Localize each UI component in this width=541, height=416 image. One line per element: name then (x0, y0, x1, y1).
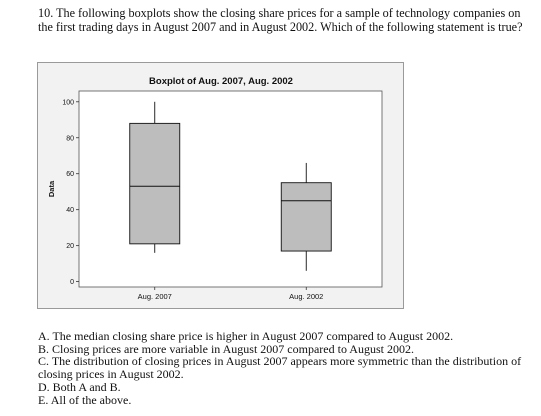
boxplot-chart: Boxplot of Aug. 2007, Aug. 2002 Data 0 20… (37, 62, 404, 309)
option-e[interactable]: E. All of the above. (38, 392, 533, 407)
option-e-text: All of the above. (50, 392, 132, 407)
option-d-text: Both A and B. (52, 379, 121, 394)
option-b-label: B. (38, 341, 50, 356)
option-a-label: A. (38, 329, 50, 343)
box-1 (280, 162, 332, 271)
x-category-label: Aug. 2002 (289, 292, 323, 301)
y-tick-label: 20 (66, 243, 74, 250)
iqr-box (280, 182, 332, 252)
boxplot-svg: Boxplot of Aug. 2007, Aug. 2002 Data 0 20… (47, 76, 383, 301)
box-0 (129, 101, 181, 253)
iqr-box (129, 122, 181, 245)
x-axis: Aug. 2007 Aug. 2002 (138, 287, 323, 301)
boxes (129, 101, 332, 271)
y-tick-label: 80 (66, 135, 74, 142)
answer-options: A. The median closing share price is hig… (38, 330, 533, 406)
option-c[interactable]: C. The distribution of closing prices in… (38, 355, 533, 380)
chart-title: Boxplot of Aug. 2007, Aug. 2002 (149, 76, 293, 87)
x-category-label: Aug. 2007 (138, 292, 172, 301)
option-d[interactable]: D. Both A and B. (38, 379, 533, 394)
plot-area (78, 90, 383, 288)
question-body: The following boxplots show the closing … (38, 6, 523, 34)
option-d-label: D. (38, 379, 50, 394)
option-e-label: E. (38, 392, 49, 407)
y-tick-label: 60 (66, 171, 74, 178)
y-axis: 0 20 40 60 80 100 (62, 99, 79, 286)
option-b-text: Closing prices are more variable in Augu… (52, 341, 414, 356)
option-c-text: The distribution of closing prices in Au… (38, 354, 522, 382)
y-axis-label: Data (47, 180, 56, 197)
y-tick-label: 100 (62, 99, 74, 106)
option-a[interactable]: A. The median closing share price is hig… (38, 330, 533, 343)
y-tick-label: 0 (70, 279, 74, 286)
question-number: 10. (38, 6, 54, 20)
option-b[interactable]: B. Closing prices are more variable in A… (38, 341, 533, 356)
question-text: 10. The following boxplots show the clos… (38, 6, 528, 34)
option-c-label: C. (38, 354, 50, 369)
y-tick-label: 40 (66, 207, 74, 214)
option-a-text: The median closing share price is higher… (52, 329, 454, 343)
